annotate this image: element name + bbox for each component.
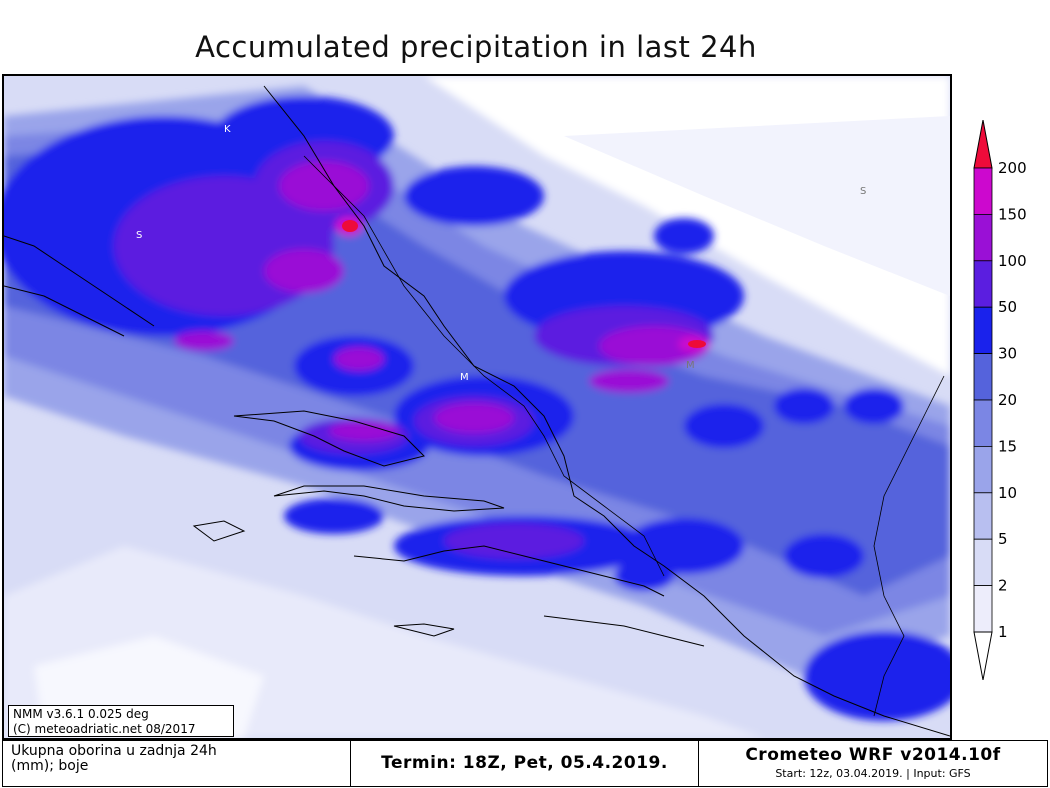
colorbar-tick-label: 1: [998, 623, 1008, 641]
footer-description-line2: (mm); boje: [11, 758, 89, 774]
colorbar-arrow-top: [973, 119, 993, 169]
colorbar-segment: [973, 306, 993, 354]
model-info-box: NMM v3.6.1 0.025 deg (C) meteoadriatic.n…: [8, 705, 234, 737]
map-label-s1: S: [136, 230, 142, 241]
colorbar-segment: [973, 353, 993, 401]
map-label-k: K: [224, 124, 231, 135]
footer-model-start: Start: 12z, 03.04.2019. | Input: GFS: [775, 767, 971, 780]
colorbar-tick-label: 200: [998, 159, 1027, 177]
model-info-line1: NMM v3.6.1 0.025 deg: [13, 707, 149, 721]
precipitation-map: K S S M M NMM v3.6.1 0.025 deg (C) meteo…: [2, 74, 952, 740]
colorbar-segment: [973, 492, 993, 540]
colorbar-tick-label: 30: [998, 345, 1017, 363]
colorbar-tick-label: 10: [998, 484, 1017, 502]
coastlines: [4, 85, 950, 737]
colorbar-segment: [973, 585, 993, 633]
colorbar-tick-label: 15: [998, 437, 1017, 455]
map-label-s2: S: [860, 186, 866, 197]
colorbar-tick-label: 2: [998, 577, 1008, 595]
model-info-line2: (C) meteoadriatic.net 08/2017: [13, 722, 196, 736]
map-label-m1: M: [460, 372, 469, 383]
peak-precip-2: [688, 340, 706, 348]
colorbar-segment: [973, 214, 993, 262]
footer-forecast-time: Termin: 18Z, Pet, 05.4.2019.: [351, 741, 699, 786]
footer: Ukupna oborina u zadnja 24h (mm); boje T…: [2, 740, 1048, 787]
footer-description: Ukupna oborina u zadnja 24h (mm); boje: [3, 741, 351, 786]
chart-title: Accumulated precipitation in last 24h: [195, 30, 757, 64]
light-area-northeast: [564, 116, 950, 296]
country-borders: [303, 155, 945, 717]
footer-model-name: Crometeo WRF v2014.10f: [745, 745, 1001, 765]
colorbar-segment: [973, 445, 993, 494]
colorbar-legend: 200 150 100 50 30 20 15 10 5 2 1: [972, 119, 1042, 681]
colorbar-arrow-bottom: [973, 631, 993, 681]
colorbar-tick-label: 100: [998, 252, 1027, 270]
colorbar-tick-label: 150: [998, 205, 1027, 223]
colorbar-tick-label: 20: [998, 391, 1017, 409]
peak-precip-1: [342, 220, 358, 232]
colorbar-tick-label: 5: [998, 530, 1008, 548]
colorbar-segment: [973, 399, 993, 447]
colorbar-segment: [973, 260, 993, 308]
colorbar-segment: [973, 167, 993, 215]
colorbar-segment: [973, 538, 993, 587]
map-label-m2: M: [686, 360, 695, 371]
precipitation-field: K S S M M: [4, 76, 950, 738]
footer-model-info: Crometeo WRF v2014.10f Start: 12z, 03.04…: [699, 741, 1047, 786]
colorbar-tick-label: 50: [998, 298, 1017, 316]
colorbar-svg: 200 150 100 50 30 20 15 10 5 2 1: [973, 119, 1027, 681]
footer-description-line1: Ukupna oborina u zadnja 24h: [11, 743, 217, 759]
